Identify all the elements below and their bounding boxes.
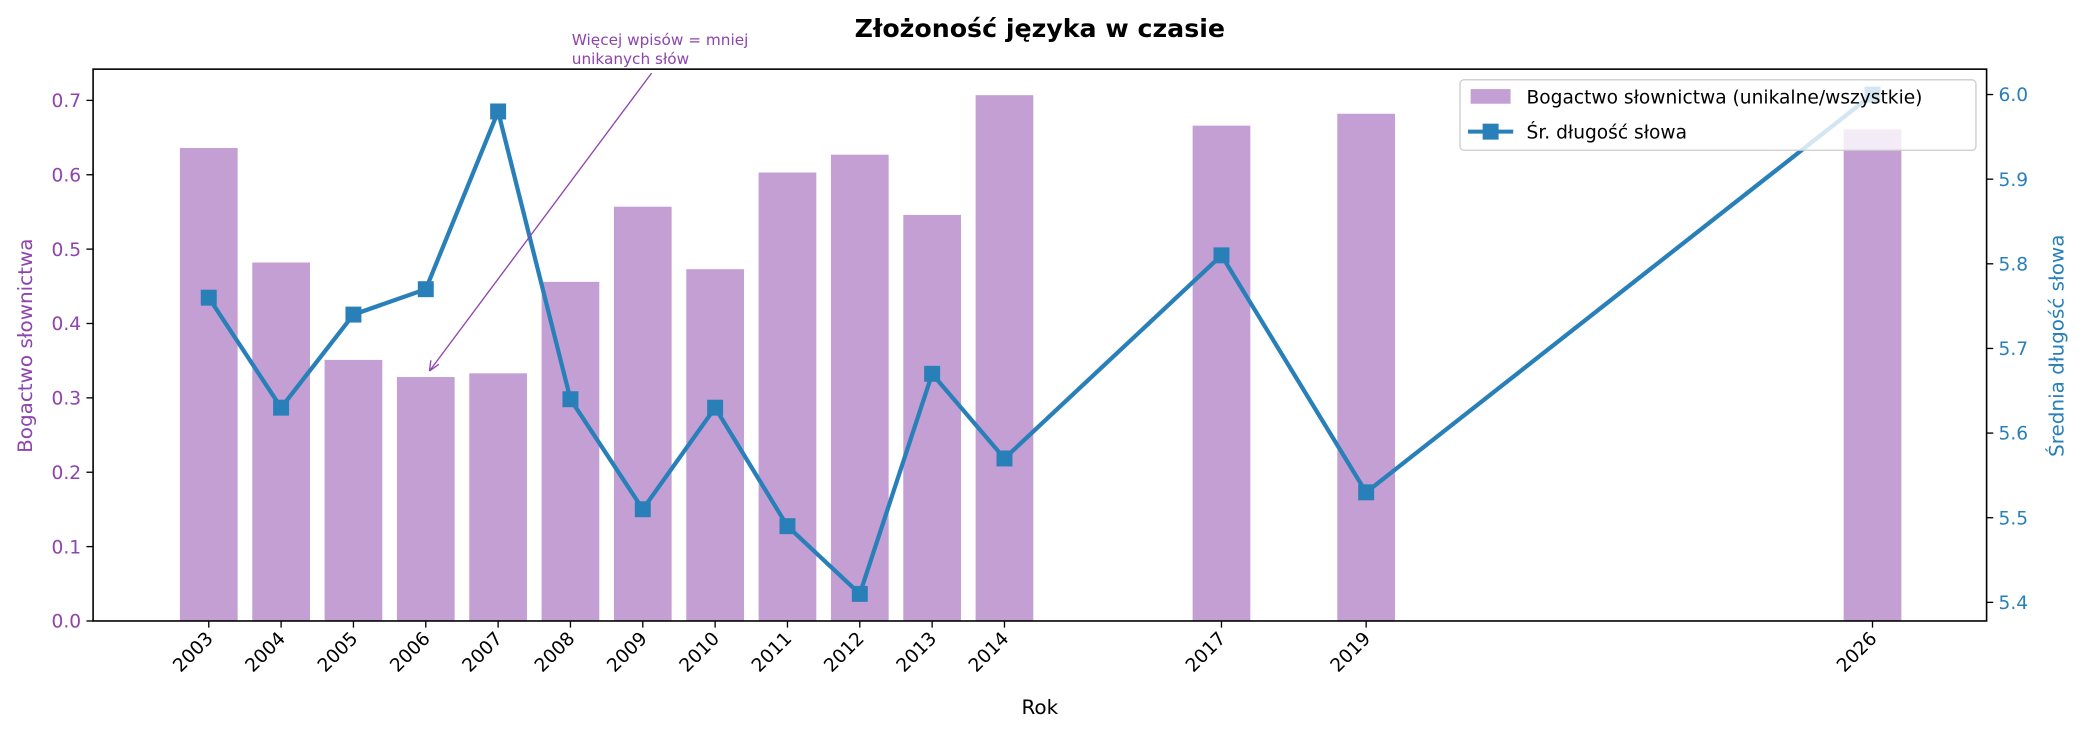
y-tick-label-right: 5.7 <box>1999 339 2029 360</box>
x-tick-label: 2009 <box>603 628 651 676</box>
bar-2007 <box>469 373 527 621</box>
x-tick-label: 2008 <box>531 628 579 676</box>
bar-2009 <box>613 206 672 621</box>
x-tick-label: 2006 <box>386 628 434 676</box>
bar-2006 <box>396 377 455 621</box>
bar-2005 <box>324 359 383 621</box>
marker-2007 <box>490 103 507 120</box>
y-tick-label: 0.1 <box>52 537 82 558</box>
y-tick-label-right: 5.4 <box>1999 593 2029 614</box>
y-tick-label-right: 5.6 <box>1999 424 2029 445</box>
legend-line-marker <box>1482 123 1499 140</box>
y-tick-label-right: 5.9 <box>1999 170 2029 191</box>
marker-2010 <box>707 399 724 416</box>
marker-2019 <box>1358 484 1375 501</box>
annotation-arrowhead <box>428 360 440 372</box>
x-tick-label: 2010 <box>676 628 724 676</box>
legend-bar-swatch <box>1470 89 1511 104</box>
legend-line-label: Śr. długość słowa <box>1527 119 1688 143</box>
marker-2012 <box>851 585 868 602</box>
annotation-line-2: unikanych słów <box>572 50 689 68</box>
legend-box <box>1459 79 1977 151</box>
annotation-arrow <box>428 72 653 372</box>
x-ticks: 2003 2004 2005 2006 2007 2008 2009 2010 2011 2012… <box>169 620 1881 677</box>
bar-2011 <box>758 172 817 621</box>
y-tick-label-right: 5.5 <box>1999 508 2029 529</box>
annotation-line-1: Więcej wpisów = mniej <box>572 31 749 49</box>
x-tick-label: 2013 <box>893 628 941 676</box>
x-tick-label: 2003 <box>169 628 217 676</box>
x-tick-label: 2004 <box>242 628 290 676</box>
marker-2008 <box>562 391 579 408</box>
y-tick-label: 0.3 <box>52 389 82 410</box>
y-tick-label-right: 5.8 <box>1999 254 2029 275</box>
x-tick-label: 2026 <box>1833 628 1881 676</box>
y-tick-label: 0.5 <box>52 240 82 261</box>
bar-2017 <box>1192 125 1251 621</box>
x-tick-label: 2014 <box>965 628 1013 676</box>
marker-2017 <box>1213 247 1230 264</box>
y-tick-label: 0.0 <box>52 612 82 633</box>
x-axis-label: Rok <box>1021 695 1058 719</box>
x-tick-label: 2007 <box>459 628 507 676</box>
bar-2019 <box>1337 113 1396 621</box>
bar-2010 <box>686 269 744 621</box>
bar-2004 <box>252 262 310 621</box>
y-axis-label-left: Bogactwo słownictwa <box>13 239 37 453</box>
marker-2005 <box>345 306 362 323</box>
legend: Bogactwo słownictwa (unikalne/wszystkie)… <box>1459 79 1977 151</box>
x-tick-label: 2005 <box>314 628 362 676</box>
bar-2012 <box>830 154 889 621</box>
marker-2003 <box>200 289 217 306</box>
y-ticks-left: 0.0 0.1 0.2 0.3 0.4 0.5 0.6 0.7 <box>52 91 94 633</box>
y-tick-label: 0.4 <box>52 314 82 335</box>
marker-2014 <box>996 450 1013 467</box>
y-tick-label: 0.6 <box>52 165 82 186</box>
marker-2013 <box>924 365 941 382</box>
x-tick-label: 2012 <box>820 628 868 676</box>
chart-title: Złożoność języka w czasie <box>855 14 1225 43</box>
y-tick-label: 0.2 <box>52 463 82 484</box>
bar-2013 <box>903 214 961 621</box>
marker-2009 <box>634 501 651 518</box>
bar-2008 <box>541 281 600 621</box>
y-axis-label-right: Średnia długość słowa <box>2045 235 2069 457</box>
marker-2004 <box>273 399 290 416</box>
bars <box>179 95 1902 621</box>
x-tick-label: 2019 <box>1327 628 1375 676</box>
annotation: Więcej wpisów = mniej unikanych słów <box>428 31 749 372</box>
y-tick-label-right: 6.0 <box>1999 85 2029 106</box>
bar-2003 <box>179 147 238 621</box>
y-ticks-right: 5.4 5.5 5.6 5.7 5.8 5.9 6.0 <box>1986 85 2029 614</box>
x-tick-label: 2017 <box>1182 628 1230 676</box>
legend-bar-label: Bogactwo słownictwa (unikalne/wszystkie) <box>1527 88 1923 109</box>
avg-length-line <box>206 92 1874 598</box>
bar-2014 <box>975 95 1034 621</box>
axes-frame <box>92 68 1988 622</box>
marker-2011 <box>779 518 796 535</box>
marker-2006 <box>417 281 434 298</box>
x-tick-label: 2011 <box>748 628 796 676</box>
bar-2026 <box>1843 129 1902 621</box>
y-tick-label: 0.7 <box>52 91 82 112</box>
